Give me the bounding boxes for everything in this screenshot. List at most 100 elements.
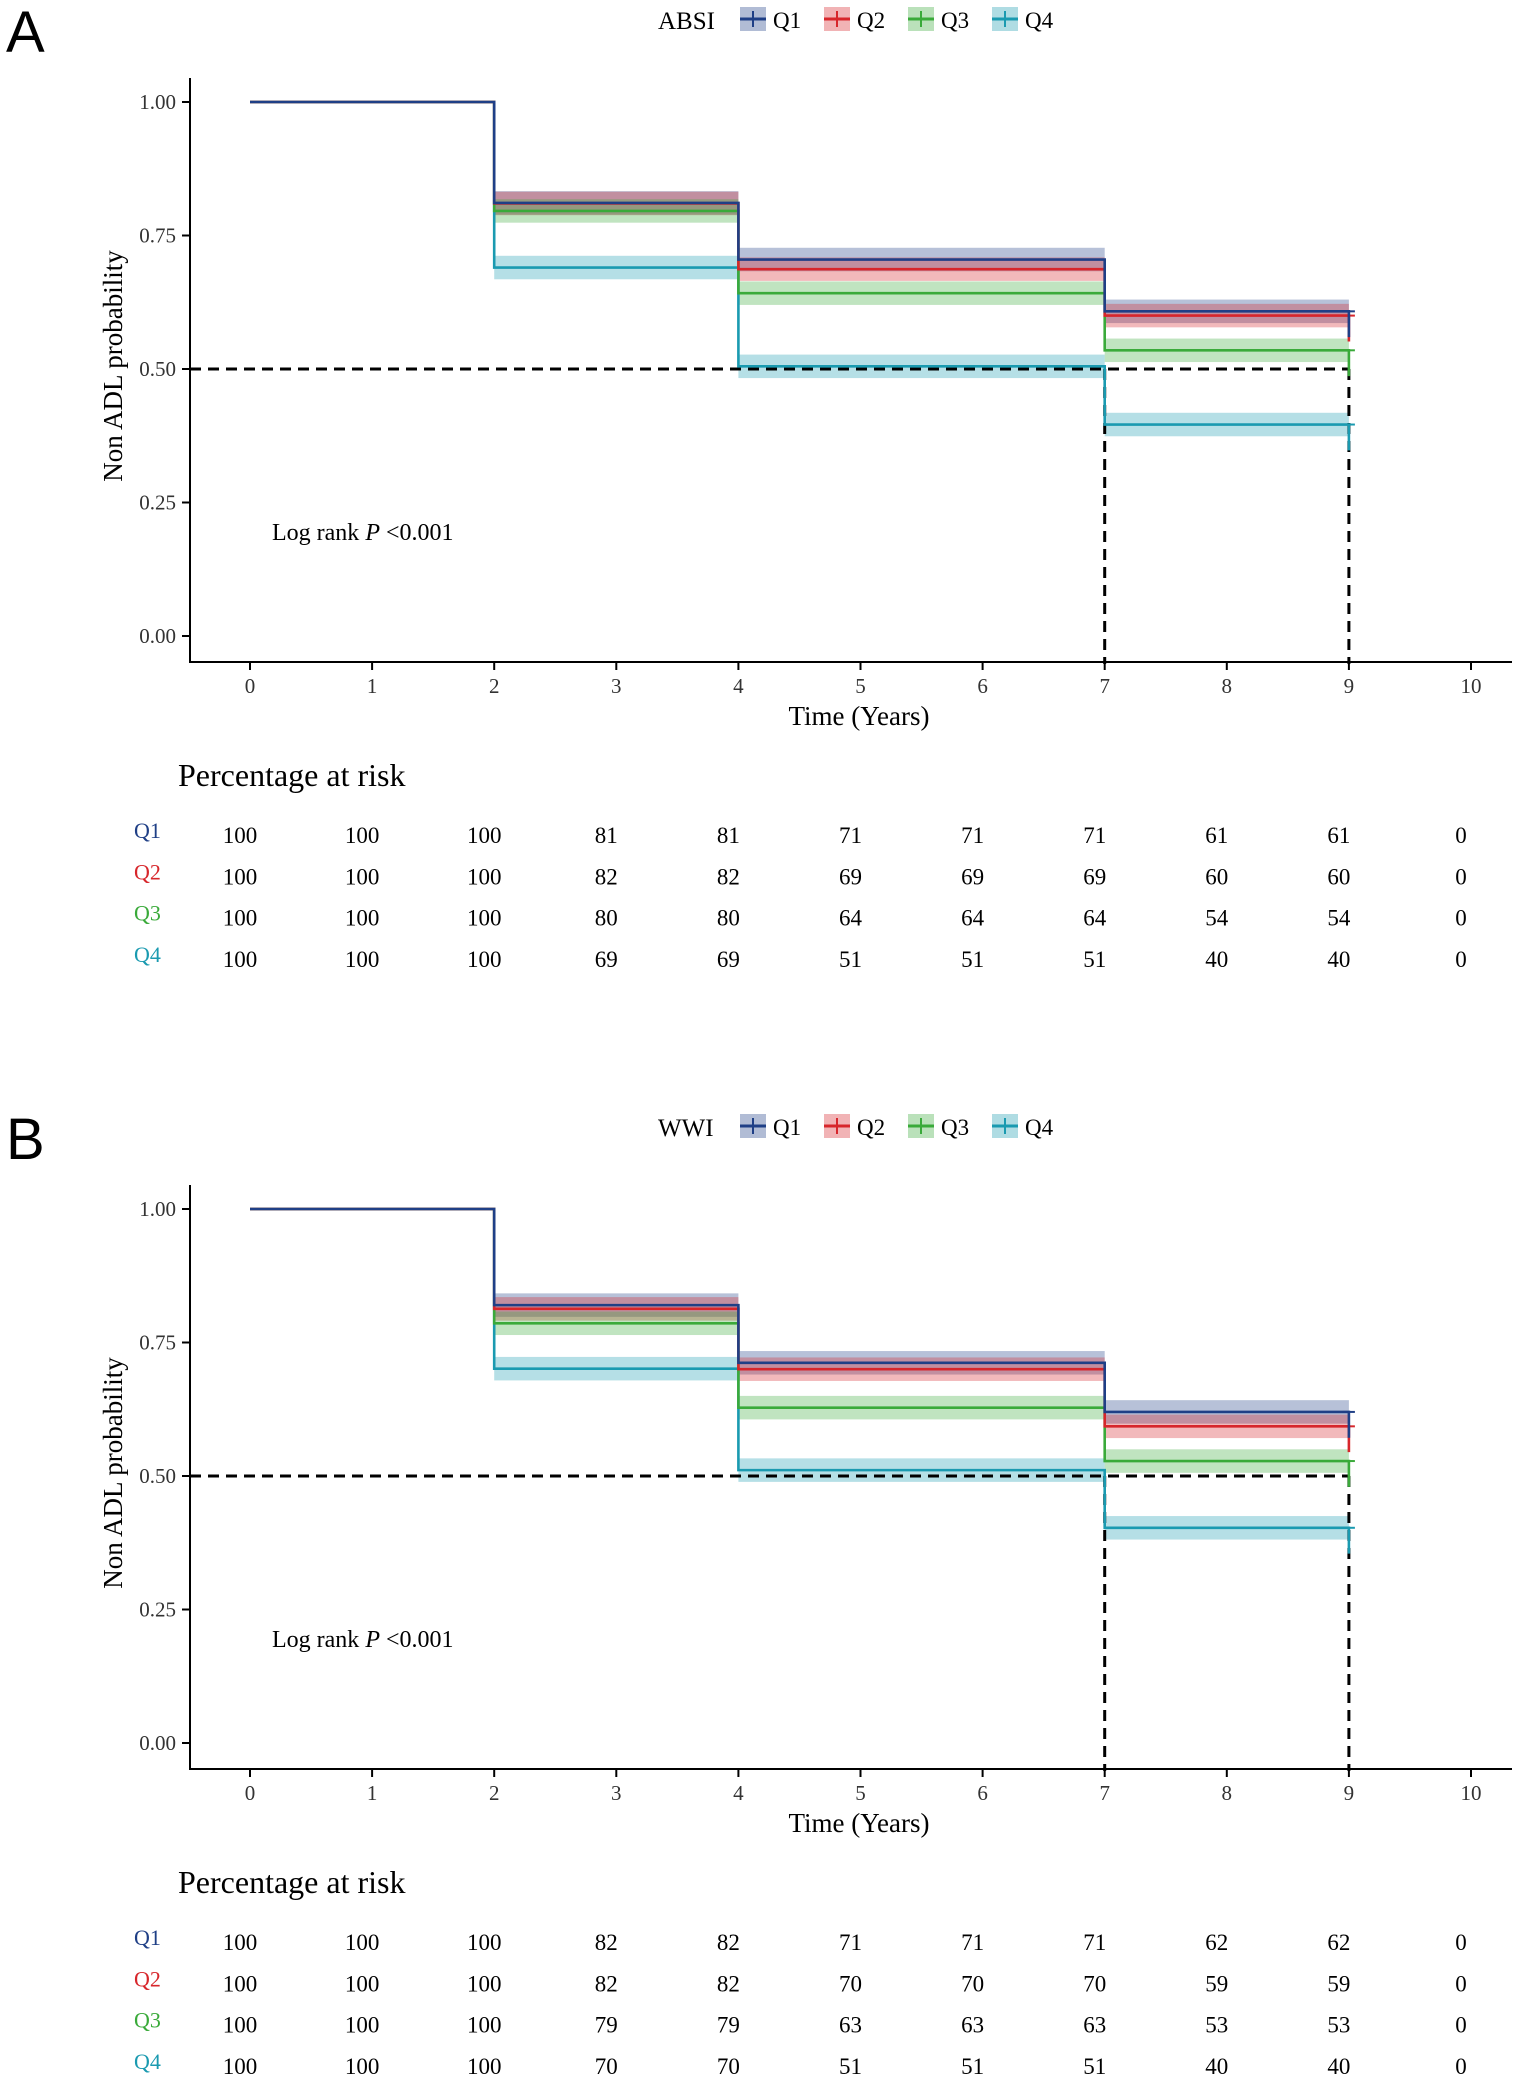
- risk-cell: 100: [467, 864, 502, 889]
- legend-item-q1: Q1: [740, 1114, 801, 1140]
- risk-cell: 71: [839, 823, 862, 848]
- median-reference-lines: [190, 367, 1351, 664]
- risk-cell: 79: [595, 2013, 618, 2038]
- risk-cell: 0: [1455, 947, 1467, 972]
- risk-cell: 69: [717, 947, 740, 972]
- annotation-suffix: <0.001: [380, 1627, 454, 1653]
- x-tick-label: 7: [1099, 1781, 1110, 1805]
- risk-cell: 0: [1455, 2054, 1467, 2079]
- risk-row-label: Q3: [134, 901, 161, 926]
- risk-cell: 54: [1327, 906, 1351, 931]
- risk-cell: 71: [1083, 823, 1106, 848]
- x-tick-label: 6: [977, 1781, 988, 1805]
- risk-cell: 71: [961, 1930, 984, 1955]
- risk-cell: 0: [1455, 2013, 1467, 2038]
- x-axis-title: Time (Years): [788, 701, 929, 731]
- risk-cell: 100: [223, 1971, 258, 1996]
- x-tick-label: 9: [1344, 1781, 1355, 1805]
- log-rank-annotation: Log rank P <0.001: [272, 520, 454, 546]
- curve-q1: [250, 100, 1351, 338]
- risk-cell: 59: [1327, 1971, 1350, 1996]
- panel-b: B WWI Q1 Q2 Q3 Q4 0.00 0.25 0.50 0.75 1.00 0 1 2 3 4 5 6 7…: [6, 1107, 1512, 2079]
- legend-item-q2: Q2: [824, 7, 885, 33]
- risk-cell: 64: [1083, 906, 1107, 931]
- panel-letter: B: [6, 1107, 45, 1172]
- risk-cell: 100: [345, 2013, 380, 2038]
- panel-letter: A: [6, 0, 45, 65]
- x-tick-label: 3: [611, 674, 622, 698]
- risk-cell: 40: [1205, 947, 1228, 972]
- risk-cell: 59: [1205, 1971, 1228, 1996]
- legend: ABSI Q1 Q2 Q3 Q4: [658, 7, 1054, 35]
- risk-cell: 100: [345, 906, 380, 931]
- risk-cell: 0: [1455, 1930, 1467, 1955]
- x-tick-label: 5: [855, 1781, 866, 1805]
- x-tick-label: 2: [489, 1781, 500, 1805]
- legend-label: Q2: [857, 8, 885, 33]
- risk-cell: 80: [717, 906, 740, 931]
- x-tick-label: 9: [1344, 674, 1355, 698]
- risk-cell: 100: [467, 2054, 502, 2079]
- legend-label: Q4: [1025, 8, 1054, 33]
- risk-cell: 40: [1327, 947, 1350, 972]
- risk-cell: 63: [1083, 2013, 1106, 2038]
- risk-cell: 100: [467, 1971, 502, 1996]
- axes: 0.00 0.25 0.50 0.75 1.00 0 1 2 3 4 5 6 7 8 9 10: [139, 78, 1512, 698]
- y-axis-title: Non ADL probability: [98, 250, 128, 482]
- risk-cell: 51: [839, 2054, 862, 2079]
- risk-cell: 100: [223, 947, 258, 972]
- x-tick-label: 7: [1099, 674, 1110, 698]
- risk-cell: 100: [223, 823, 258, 848]
- legend-item-q3: Q3: [908, 7, 969, 33]
- risk-row-q1: Q1 100 100 100 81 81 71 71 71 61 61 0: [134, 818, 1467, 848]
- x-tick-label: 0: [245, 1781, 256, 1805]
- risk-cell: 69: [839, 864, 862, 889]
- risk-cell: 100: [223, 906, 258, 931]
- risk-cell: 0: [1455, 1971, 1467, 1996]
- risk-cell: 0: [1455, 823, 1467, 848]
- risk-cell: 82: [717, 864, 740, 889]
- risk-cell: 100: [467, 2013, 502, 2038]
- risk-row-q3: Q3 100 100 100 80 80 64 64 64 54 54 0: [134, 901, 1467, 931]
- risk-cell: 69: [1083, 864, 1106, 889]
- risk-row-label: Q1: [134, 1925, 161, 1950]
- risk-cell: 100: [345, 864, 380, 889]
- curve-q3: [250, 100, 1351, 377]
- x-tick-label: 0: [245, 674, 256, 698]
- risk-cell: 71: [961, 823, 984, 848]
- ci-bands: [494, 191, 1349, 437]
- risk-cell: 64: [961, 906, 985, 931]
- panel-a: A ABSI Q1 Q2 Q3 Q4 0.00 0.25 0.50 0.75 1.00 0 1 2 3 4 5 6…: [6, 0, 1512, 972]
- risk-cell: 54: [1205, 906, 1229, 931]
- legend-label: Q2: [857, 1115, 885, 1140]
- x-axis-title: Time (Years): [788, 1808, 929, 1838]
- risk-cell: 40: [1205, 2054, 1228, 2079]
- y-tick-label: 0.50: [139, 1464, 176, 1488]
- annotation-prefix: Log rank: [272, 520, 365, 546]
- risk-row-q1: Q1 100 100 100 82 82 71 71 71 62 62 0: [134, 1925, 1467, 1955]
- log-rank-annotation: Log rank P <0.001: [272, 1627, 454, 1653]
- y-tick-label: 0.25: [139, 1598, 176, 1622]
- y-tick-label: 0.00: [139, 624, 176, 648]
- curve-q4: [250, 1207, 1351, 1554]
- risk-cell: 100: [467, 1930, 502, 1955]
- x-tick-label: 10: [1461, 1781, 1482, 1805]
- ci-bands: [494, 1293, 1349, 1540]
- risk-cell: 62: [1327, 1930, 1350, 1955]
- x-tick-label: 2: [489, 674, 500, 698]
- risk-table-title: Percentage at risk: [178, 1864, 405, 1900]
- risk-cell: 100: [345, 823, 380, 848]
- risk-table-title: Percentage at risk: [178, 757, 405, 793]
- legend-title: WWI: [658, 1115, 714, 1142]
- risk-row-q4: Q4 100 100 100 69 69 51 51 51 40 40 0: [134, 942, 1467, 972]
- risk-cell: 51: [1083, 947, 1106, 972]
- risk-cell: 81: [595, 823, 618, 848]
- risk-row-q2: Q2 100 100 100 82 82 69 69 69 60 60 0: [134, 859, 1467, 889]
- risk-cell: 100: [345, 1930, 380, 1955]
- risk-cell: 71: [1083, 1930, 1106, 1955]
- risk-cell: 80: [595, 906, 618, 931]
- risk-cell: 53: [1205, 2013, 1228, 2038]
- risk-cell: 0: [1455, 864, 1467, 889]
- risk-cell: 70: [839, 1971, 862, 1996]
